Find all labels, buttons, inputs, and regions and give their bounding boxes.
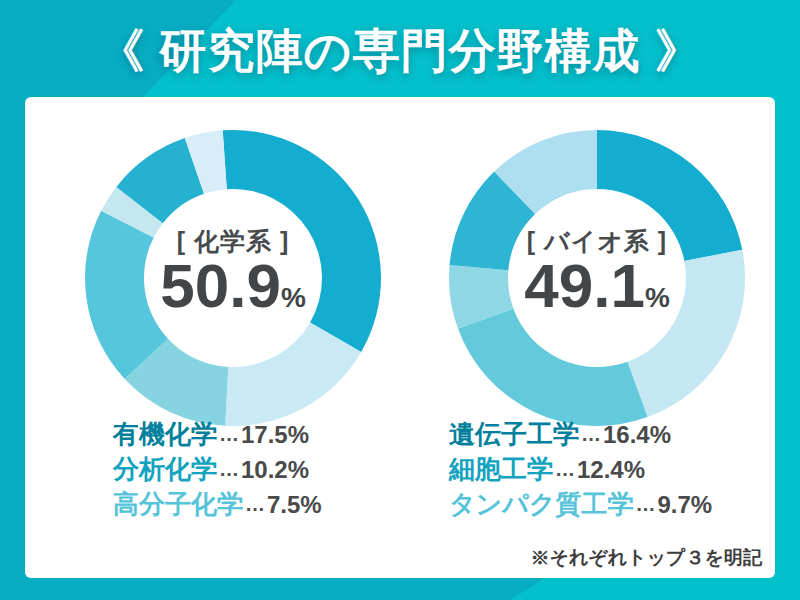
legend-item: タンパク質工学…9.7% [449,487,712,522]
legend-label: 高分子化学 [113,487,243,522]
legend-item: 細胞工学…12.4% [449,452,712,487]
legend-label: 有機化学 [113,417,217,452]
donut-center-unit: % [281,282,306,313]
legend-item: 有機化学…17.5% [113,417,322,452]
legend-label: 分析化学 [113,452,217,487]
legend-value: 9.7% [657,491,712,519]
legend-value: 10.2% [241,456,309,484]
legend-dots: … [245,493,265,516]
legend-dots: … [581,423,601,446]
legend-value: 17.5% [241,421,309,449]
legend-label: 細胞工学 [449,452,553,487]
content-card: [ 化学系 ] 50.9% [ バイオ系 ] 49.1% 有機化学…17.5%分… [25,97,775,578]
legend-value: 7.5% [267,491,322,519]
legend-item: 分析化学…10.2% [113,452,322,487]
legend-item: 遺伝子工学…16.4% [449,417,712,452]
legend-dots: … [555,458,575,481]
legend-item: 高分子化学…7.5% [113,487,322,522]
legend-value: 12.4% [577,456,645,484]
legend-list-bio: 遺伝子工学…16.4%細胞工学…12.4%タンパク質工学…9.7% [449,417,712,522]
donut-center-value: 49.1% [447,257,747,327]
legend-value: 16.4% [603,421,671,449]
legend-list-chemistry: 有機化学…17.5%分析化学…10.2%高分子化学…7.5% [113,417,322,522]
donut-center-unit: % [645,282,670,313]
donut-center-value: 50.9% [83,257,383,327]
legend-dots: … [219,458,239,481]
legend-label: 遺伝子工学 [449,417,579,452]
footnote: ※それぞれトップ３を明記 [530,545,762,571]
page-title: 《 研究陣の専門分野構成 》 [0,20,800,83]
legend-dots: … [635,493,655,516]
legend-dots: … [219,423,239,446]
donut-center-chemistry: [ 化学系 ] 50.9% [83,225,383,327]
donut-center-bio: [ バイオ系 ] 49.1% [447,225,747,327]
legend-label: タンパク質工学 [449,487,633,522]
